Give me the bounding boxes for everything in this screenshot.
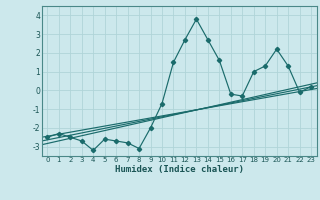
- X-axis label: Humidex (Indice chaleur): Humidex (Indice chaleur): [115, 165, 244, 174]
